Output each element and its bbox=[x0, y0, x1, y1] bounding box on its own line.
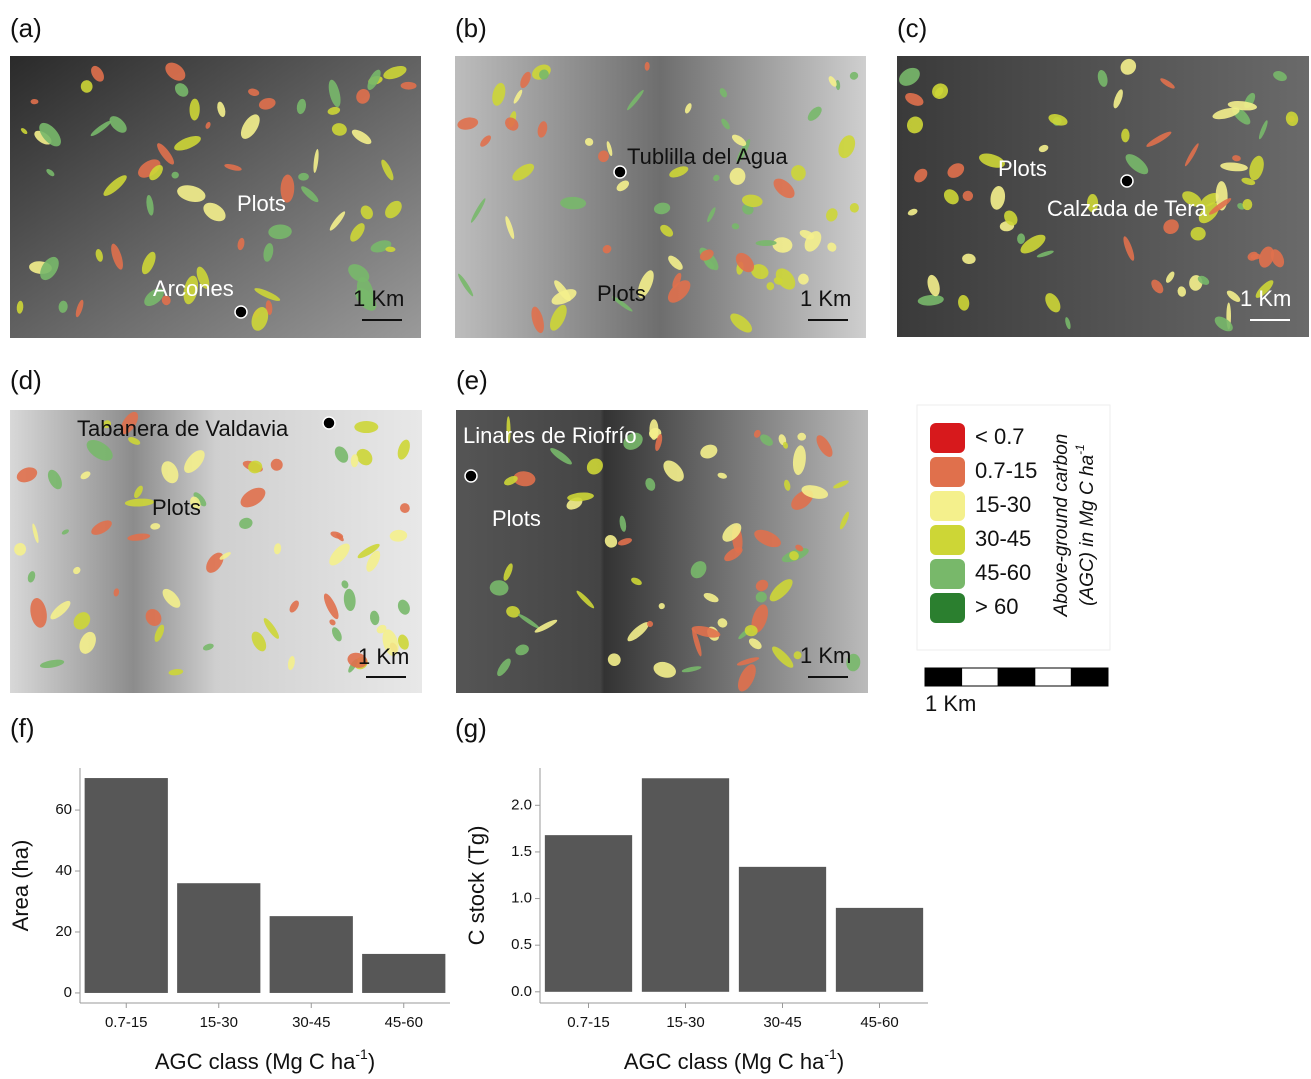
scale-label: 1 Km bbox=[358, 644, 409, 669]
x-tick-label: 0.7-15 bbox=[567, 1014, 610, 1031]
figure: (a) Arcones Plots 1 Km (b) Tublilla del Agua P… bbox=[0, 0, 1311, 1079]
forest-patch bbox=[354, 421, 378, 433]
town-marker bbox=[465, 470, 477, 482]
scale-segment bbox=[1035, 668, 1072, 686]
x-tick-label: 30-45 bbox=[763, 1014, 801, 1031]
legend-swatch bbox=[930, 559, 965, 589]
scale-segment bbox=[962, 668, 999, 686]
legend-swatch bbox=[930, 423, 965, 453]
legend-swatch bbox=[930, 457, 965, 487]
legend-title: Above-ground carbon bbox=[1051, 434, 1072, 618]
bar bbox=[545, 835, 632, 992]
y-tick-label: 1.5 bbox=[511, 843, 532, 860]
y-tick-label: 0.0 bbox=[511, 983, 532, 1000]
legend-label: 30-45 bbox=[975, 526, 1031, 551]
scale-label: 1 Km bbox=[800, 286, 851, 311]
panel-label: (a) bbox=[10, 13, 42, 43]
plots-label: Plots bbox=[998, 156, 1047, 181]
legend-label: > 60 bbox=[975, 594, 1018, 619]
town-marker bbox=[235, 306, 247, 318]
plots-label: Plots bbox=[597, 281, 646, 306]
place-name: Arcones bbox=[153, 276, 234, 301]
x-tick-label: 15-30 bbox=[666, 1014, 704, 1031]
scale-label: 1 Km bbox=[353, 286, 404, 311]
x-axis-title-sup: -1 bbox=[824, 1046, 837, 1062]
scale-label: 1 Km bbox=[800, 643, 851, 668]
panel-label: (b) bbox=[455, 13, 487, 43]
x-tick-label: 45-60 bbox=[385, 1014, 423, 1031]
x-tick-label: 15-30 bbox=[200, 1014, 238, 1031]
place-name: Linares de Riofrío bbox=[463, 423, 637, 448]
panel-label: (c) bbox=[897, 13, 927, 43]
y-tick-label: 1.0 bbox=[511, 890, 532, 907]
town-marker bbox=[1121, 175, 1133, 187]
x-axis-title-main: AGC class (Mg C ha bbox=[155, 1049, 356, 1074]
y-tick-label: 0.5 bbox=[511, 936, 532, 953]
plots-label: Plots bbox=[237, 191, 286, 216]
legend-label: 0.7-15 bbox=[975, 458, 1037, 483]
legend-title-sup: -1 bbox=[1073, 444, 1087, 455]
legend-label: 45-60 bbox=[975, 560, 1031, 585]
x-tick-label: 30-45 bbox=[292, 1014, 330, 1031]
legend-title-main: (AGC) in Mg C ha bbox=[1077, 455, 1098, 606]
legend-label: < 0.7 bbox=[975, 424, 1025, 449]
bar bbox=[177, 883, 260, 993]
x-axis-title-end: ) bbox=[837, 1049, 844, 1074]
place-name: Tabanera de Valdavia bbox=[77, 416, 289, 441]
y-tick-label: 0 bbox=[64, 984, 72, 1001]
scale-label: 1 Km bbox=[1240, 286, 1291, 311]
y-axis-title: C stock (Tg) bbox=[464, 826, 489, 946]
bar bbox=[270, 916, 353, 993]
panel-label: (d) bbox=[10, 365, 42, 395]
plots-label: Plots bbox=[152, 495, 201, 520]
bar bbox=[642, 778, 729, 992]
legend-scale-label: 1 Km bbox=[925, 691, 976, 716]
place-name: Calzada de Tera bbox=[1047, 196, 1208, 221]
y-tick-label: 2.0 bbox=[511, 796, 532, 813]
x-axis-title: AGC class (Mg C ha-1) bbox=[624, 1046, 844, 1074]
forest-patch bbox=[797, 433, 806, 441]
plots-label: Plots bbox=[492, 506, 541, 531]
bar bbox=[85, 778, 168, 993]
place-name: Tublilla del Agua bbox=[627, 144, 788, 169]
panel-label: (g) bbox=[455, 713, 487, 743]
y-tick-label: 40 bbox=[55, 862, 72, 879]
legend-swatch bbox=[930, 491, 965, 521]
x-tick-label: 45-60 bbox=[860, 1014, 898, 1031]
bar bbox=[836, 908, 923, 992]
scale-segment bbox=[998, 668, 1035, 686]
x-axis-title: AGC class (Mg C ha-1) bbox=[155, 1046, 375, 1074]
bar bbox=[362, 954, 445, 993]
bar bbox=[739, 867, 826, 992]
x-axis-title-main: AGC class (Mg C ha bbox=[624, 1049, 825, 1074]
legend-swatch bbox=[930, 593, 965, 623]
town-marker bbox=[323, 417, 335, 429]
y-tick-label: 60 bbox=[55, 801, 72, 818]
y-tick-label: 20 bbox=[55, 923, 72, 940]
legend-label: 15-30 bbox=[975, 492, 1031, 517]
legend-swatch bbox=[930, 525, 965, 555]
y-axis-title: Area (ha) bbox=[8, 840, 33, 932]
x-axis-title-sup: -1 bbox=[355, 1046, 368, 1062]
town-marker bbox=[614, 166, 626, 178]
panel-label: (f) bbox=[10, 713, 35, 743]
x-axis-title-end: ) bbox=[368, 1049, 375, 1074]
scale-segment bbox=[1071, 668, 1108, 686]
panel-label: (e) bbox=[456, 365, 488, 395]
scale-segment bbox=[925, 668, 962, 686]
legend-title: (AGC) in Mg C ha-1 bbox=[1073, 444, 1098, 606]
x-tick-label: 0.7-15 bbox=[105, 1014, 148, 1031]
